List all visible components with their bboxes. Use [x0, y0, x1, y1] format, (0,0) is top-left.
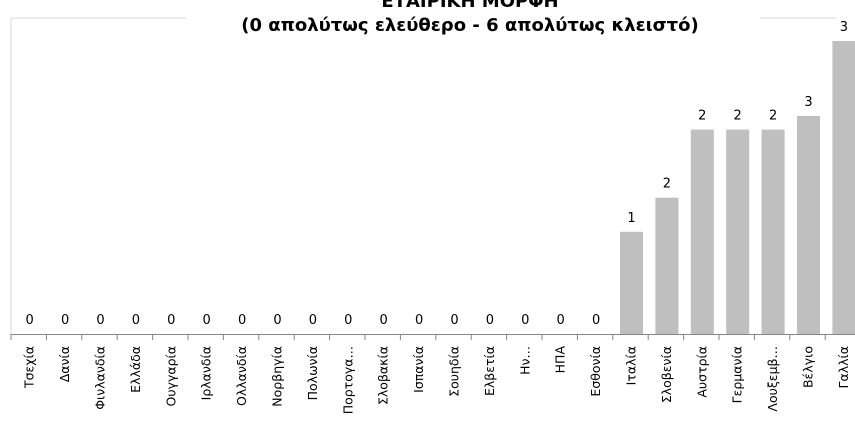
category-label-8: Πολωνία	[305, 346, 320, 400]
chart-frame	[10, 17, 836, 334]
data-label-9: 0	[344, 313, 352, 328]
bar-20	[726, 129, 750, 334]
data-label-3: 0	[132, 313, 140, 328]
data-label-4: 0	[167, 313, 175, 328]
data-label-12: 0	[450, 313, 458, 328]
bar-17	[620, 231, 643, 334]
chart-title-line-1: ΕΤΑΙΡΙΚΗ ΜΟΡΦΗ	[381, 0, 558, 12]
data-label-1: 0	[61, 313, 69, 328]
category-label-19: Αυστρία	[694, 346, 709, 398]
category-label-3: Ελλάδα	[128, 346, 143, 393]
bar-18	[655, 197, 679, 334]
bar-22	[797, 115, 820, 334]
data-label-13: 0	[486, 313, 494, 328]
data-label-5: 0	[203, 313, 211, 328]
category-label-9: Πορτογα…	[340, 346, 355, 414]
data-label-11: 0	[415, 313, 423, 328]
data-label-15: 0	[557, 313, 565, 328]
category-label-4: Ουγγαρία	[163, 346, 178, 407]
chart-title: ΕΤΑΙΡΙΚΗ ΜΟΡΦΗ (0 απολύτως ελεύθερο - 6 …	[241, 0, 699, 36]
category-label-13: Ελβετία	[482, 346, 497, 396]
data-label-18: 2	[663, 177, 671, 192]
category-label-0: Τσεχία	[22, 346, 37, 389]
category-labels: Τσεχία Δανία Φινλανδία Ελλάδα Ουγγαρία Ιρλανδ…	[22, 346, 851, 415]
category-label-5: Ιρλανδία	[199, 346, 214, 400]
category-label-15: ΗΠΑ	[553, 346, 568, 374]
bar-21	[761, 129, 785, 334]
category-label-22: Βέλγιο	[801, 346, 816, 388]
category-label-6: Ολλανδία	[234, 346, 249, 406]
bars	[620, 41, 855, 334]
bar-19	[690, 129, 714, 334]
category-label-2: Φινλανδία	[93, 346, 108, 410]
data-label-7: 0	[273, 313, 281, 328]
bar-23	[832, 41, 855, 334]
category-label-17: Ιταλία	[624, 346, 639, 385]
category-label-10: Σλοβακία	[376, 346, 391, 405]
data-label-20: 2	[734, 109, 742, 124]
data-label-0: 0	[26, 313, 34, 328]
category-label-21: Λουξεμβ…	[765, 346, 780, 412]
data-label-23: 3	[840, 20, 848, 35]
category-label-11: Ισπανία	[411, 346, 426, 393]
category-label-23: Γαλλία	[836, 346, 851, 388]
data-label-16: 0	[592, 313, 600, 328]
data-label-8: 0	[309, 313, 317, 328]
category-label-20: Γερμανία	[730, 346, 745, 403]
data-label-21: 2	[769, 109, 777, 124]
category-label-18: Σλοβενία	[659, 346, 674, 403]
category-label-16: Εσθονία	[588, 346, 603, 397]
data-label-19: 2	[698, 109, 706, 124]
chart-title-line-2: (0 απολύτως ελεύθερο - 6 απολύτως κλειστ…	[241, 15, 699, 36]
data-label-10: 0	[380, 313, 388, 328]
data-label-2: 0	[96, 313, 104, 328]
data-labels: 0 0 0 0 0 0 0 0 0 0 0 0 0 0 0 0 0 1 2 2 2 2 3 3	[26, 20, 848, 328]
category-label-7: Νορβηγία	[270, 346, 285, 407]
x-axis	[10, 334, 855, 340]
category-label-1: Δανία	[57, 346, 72, 382]
chart-border	[10, 17, 836, 334]
category-label-12: Σουηδία	[447, 346, 462, 397]
data-label-22: 3	[804, 95, 812, 110]
category-label-14: Ην…	[517, 346, 532, 375]
data-label-17: 1	[627, 211, 635, 226]
data-label-14: 0	[521, 313, 529, 328]
data-label-6: 0	[238, 313, 246, 328]
